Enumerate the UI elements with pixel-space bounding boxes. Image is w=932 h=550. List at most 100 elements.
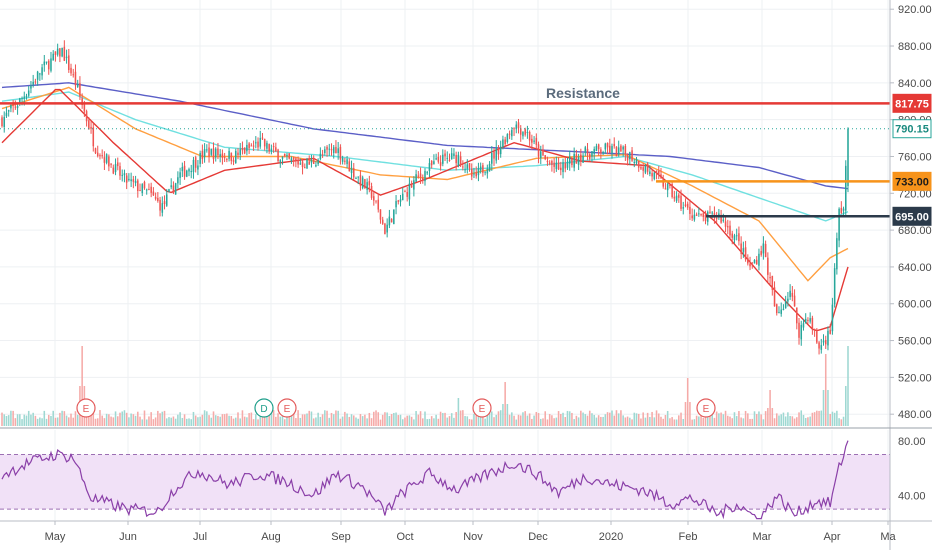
- candle-body: [767, 257, 769, 275]
- volume-bar: [219, 416, 221, 426]
- volume-bar: [290, 412, 293, 426]
- candle-body: [21, 97, 23, 99]
- volume-bar: [633, 412, 636, 426]
- volume-bar: [646, 412, 649, 426]
- candle-body: [506, 134, 509, 142]
- candle-body: [669, 184, 671, 186]
- candle-body: [401, 193, 404, 201]
- volume-bar: [446, 417, 449, 426]
- candle-body: [742, 248, 745, 252]
- candle-body: [847, 128, 849, 186]
- earnings-marker[interactable]: E: [472, 398, 492, 418]
- candle-body: [105, 154, 108, 163]
- volume-bar: [673, 419, 676, 426]
- volume-bar: [19, 414, 21, 426]
- candle-body: [183, 165, 186, 177]
- volume-bar: [76, 414, 79, 426]
- volume-bar: [671, 417, 673, 426]
- volume-bar: [775, 413, 778, 426]
- volume-bar: [470, 419, 473, 426]
- candle-body: [522, 131, 524, 137]
- volume-bar: [161, 411, 164, 426]
- time-axis-tick-label: Ma: [880, 531, 896, 543]
- annotations: Resistance: [546, 85, 620, 101]
- volume-bar: [212, 411, 215, 426]
- volume-bar: [199, 416, 201, 426]
- volume-bar: [744, 410, 747, 426]
- volume-bar: [150, 412, 152, 426]
- volume-bar: [486, 411, 489, 426]
- volume-bar: [81, 346, 83, 426]
- volume-bar: [831, 411, 834, 426]
- candle-body: [622, 146, 624, 150]
- candle-body: [671, 184, 673, 198]
- candle-body: [430, 160, 433, 166]
- volume-bar: [769, 390, 771, 426]
- candle-body: [386, 224, 388, 233]
- volume-bar: [798, 412, 800, 426]
- volume-bar: [444, 412, 446, 426]
- candle-body: [116, 162, 119, 167]
- earnings-marker[interactable]: E: [76, 398, 96, 418]
- candle-body: [626, 156, 629, 161]
- candle-body: [442, 154, 444, 164]
- candle-body: [553, 162, 555, 167]
- volume-bar: [771, 408, 774, 426]
- volume-bar: [816, 410, 818, 426]
- candle-body: [791, 292, 794, 297]
- candle-body: [421, 178, 424, 180]
- volume-bar: [223, 414, 226, 426]
- candle-body: [635, 158, 638, 164]
- candle-body: [34, 81, 37, 83]
- time-axis: May Jun Jul Aug Sep Oct Nov Dec 2020 Feb Mar Apr Ma: [45, 521, 897, 543]
- candle-body: [691, 215, 693, 219]
- volume-bar: [733, 412, 736, 426]
- volume-bar: [606, 412, 609, 426]
- candle-body: [415, 174, 417, 182]
- time-axis-tick-label: Aug: [261, 531, 281, 543]
- candle-body: [778, 311, 780, 313]
- candle-body: [495, 147, 498, 161]
- candle-body: [533, 140, 535, 142]
- volume-bar: [466, 416, 469, 426]
- volume-bar: [68, 417, 70, 426]
- candle-body: [604, 143, 607, 150]
- candle-body: [350, 167, 353, 174]
- candle-body: [197, 165, 199, 170]
- candle-body: [214, 148, 217, 158]
- volume-bar: [339, 418, 342, 426]
- volume-bar: [573, 419, 575, 426]
- candle-body: [499, 146, 502, 155]
- candle-body: [85, 111, 88, 122]
- volume-bar: [252, 419, 255, 426]
- volume-bar: [268, 415, 270, 426]
- event-marker-label: D: [260, 404, 267, 415]
- volume-bar: [553, 418, 555, 426]
- volume-bar: [177, 414, 179, 426]
- candle-body: [88, 120, 90, 130]
- candle-body: [580, 154, 582, 162]
- volume-bar: [680, 412, 682, 426]
- volume-bar: [773, 418, 776, 426]
- volume-bar: [50, 416, 52, 426]
- candle-body: [290, 158, 293, 161]
- volume-bar: [513, 415, 515, 426]
- volume-bar: [468, 419, 471, 426]
- volume-bar: [789, 415, 791, 426]
- volume-bar: [602, 416, 604, 426]
- volume-bar: [437, 418, 440, 426]
- price-tag-bg: [892, 206, 932, 226]
- candle-body: [437, 156, 440, 162]
- earnings-marker[interactable]: E: [696, 398, 716, 418]
- candle-body: [368, 181, 371, 186]
- earnings-marker[interactable]: E: [277, 398, 297, 418]
- candle-body: [702, 213, 705, 217]
- rsi-line: [1, 440, 849, 520]
- volume-bar: [317, 412, 319, 426]
- volume-bar: [350, 414, 353, 426]
- dividend-marker[interactable]: D: [254, 398, 274, 418]
- volume-bar: [657, 413, 660, 426]
- volume-bar: [393, 412, 395, 426]
- volume-bar: [575, 415, 578, 426]
- candle-body: [455, 155, 457, 164]
